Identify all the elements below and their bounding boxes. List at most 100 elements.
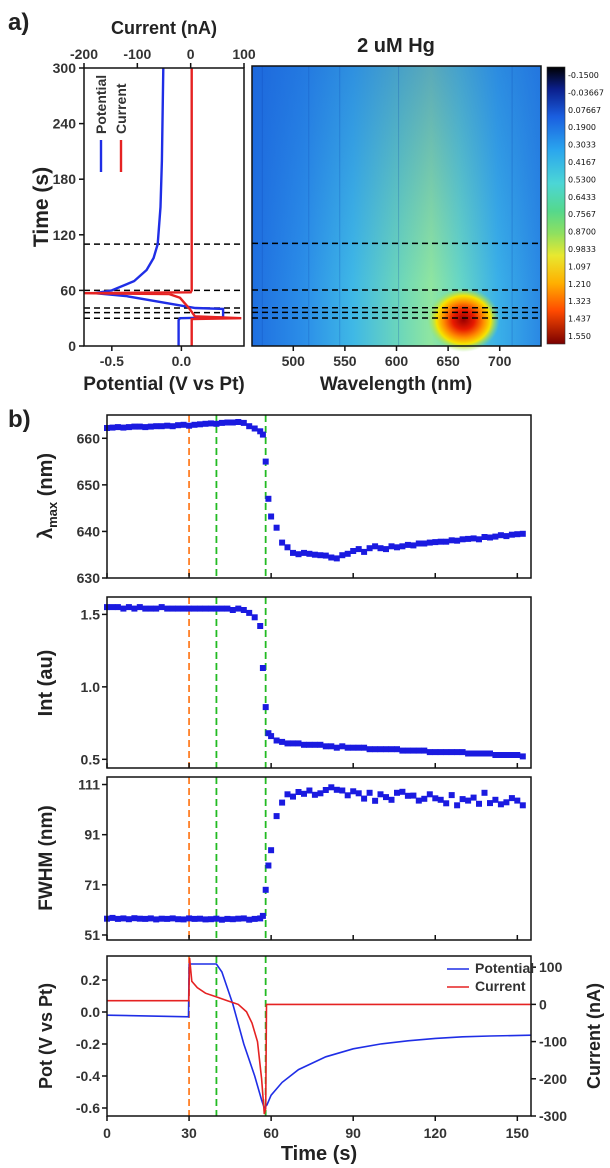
data-point bbox=[273, 737, 280, 744]
x-tick-label: 0.0 bbox=[172, 353, 192, 369]
data-point bbox=[470, 794, 477, 801]
legend-label-current: Current bbox=[475, 978, 526, 994]
data-point bbox=[492, 752, 499, 758]
data-point bbox=[218, 605, 225, 612]
axis-frame bbox=[106, 596, 532, 769]
data-point bbox=[437, 749, 444, 756]
legend-label-potential: Potential bbox=[475, 960, 534, 976]
data-point bbox=[355, 546, 362, 553]
y-tick-label: 0.2 bbox=[81, 972, 101, 988]
data-point bbox=[240, 915, 247, 922]
data-point bbox=[465, 535, 472, 542]
data-point bbox=[295, 551, 302, 558]
y-tick-label: 1.0 bbox=[81, 679, 101, 695]
data-point bbox=[246, 423, 253, 430]
data-point bbox=[459, 796, 466, 803]
data-point bbox=[322, 743, 329, 750]
y-tick-label: 0 bbox=[68, 338, 76, 354]
x2-tick-label: -200 bbox=[70, 46, 98, 62]
data-point bbox=[169, 605, 176, 612]
data-point bbox=[508, 795, 515, 802]
data-point bbox=[410, 792, 417, 799]
data-point bbox=[355, 790, 362, 797]
data-point bbox=[207, 420, 214, 427]
colorbar-label: 0.5300 bbox=[568, 175, 596, 184]
data-point bbox=[224, 915, 231, 922]
panel-label-b: b) bbox=[8, 406, 31, 433]
colorbar-label: 0.7567 bbox=[568, 210, 596, 219]
data-point bbox=[366, 789, 373, 796]
heatmap-shading bbox=[252, 66, 541, 346]
data-point bbox=[109, 424, 116, 431]
data-point bbox=[317, 552, 324, 559]
x-tick-label: 150 bbox=[506, 1125, 530, 1141]
data-point bbox=[344, 550, 351, 557]
y-tick-label: 650 bbox=[77, 477, 101, 493]
data-point bbox=[120, 424, 127, 431]
colorbar-label: 0.8700 bbox=[568, 228, 596, 237]
data-point bbox=[262, 704, 269, 711]
axis-frame bbox=[106, 955, 532, 1117]
data-point bbox=[383, 546, 389, 553]
data-point bbox=[180, 421, 187, 428]
data-point bbox=[164, 605, 171, 612]
data-point bbox=[388, 796, 395, 803]
data-point bbox=[202, 420, 209, 427]
data-point bbox=[235, 605, 242, 612]
axis-frame bbox=[106, 776, 532, 941]
data-point bbox=[432, 749, 439, 756]
data-point bbox=[421, 540, 428, 547]
data-point bbox=[366, 545, 373, 552]
data-point bbox=[301, 549, 307, 556]
data-point bbox=[432, 795, 439, 802]
data-point bbox=[147, 423, 154, 430]
data-point bbox=[136, 423, 143, 430]
data-point bbox=[388, 543, 395, 550]
data-point bbox=[142, 605, 149, 612]
x2-axis-label: Current (nA) bbox=[111, 18, 217, 38]
heatmap-hotspot bbox=[427, 287, 500, 352]
data-point bbox=[259, 431, 266, 438]
colorbar-label: 1.550 bbox=[568, 332, 591, 341]
data-point bbox=[410, 747, 417, 754]
y-axis-label: FWHM (nm) bbox=[36, 805, 57, 911]
y-tick-label: 120 bbox=[53, 227, 77, 243]
data-point bbox=[218, 916, 225, 923]
data-point bbox=[350, 744, 357, 751]
data-point bbox=[273, 524, 280, 531]
axis-frame bbox=[106, 414, 532, 579]
y-tick-label: -0.6 bbox=[76, 1100, 100, 1116]
data-point bbox=[421, 795, 428, 802]
data-point bbox=[459, 749, 466, 756]
data-point bbox=[448, 749, 455, 756]
x-tick-label: 600 bbox=[385, 353, 409, 369]
data-point bbox=[114, 424, 121, 431]
y-tick-label: 640 bbox=[77, 523, 101, 539]
y-tick-label: 111 bbox=[78, 777, 100, 793]
data-point bbox=[213, 915, 220, 922]
data-point bbox=[268, 513, 275, 520]
data-point bbox=[339, 552, 346, 559]
data-point bbox=[262, 886, 269, 893]
data-point bbox=[443, 538, 450, 545]
data-point bbox=[344, 744, 351, 751]
data-point bbox=[454, 749, 461, 756]
heatmap-title: 2 uM Hg bbox=[357, 35, 435, 57]
y-axis-label-subscript: max bbox=[45, 501, 60, 528]
data-point bbox=[197, 421, 203, 428]
data-point bbox=[377, 791, 384, 798]
data-point bbox=[394, 746, 400, 753]
x-tick-label: 60 bbox=[263, 1125, 279, 1141]
data-point bbox=[158, 604, 165, 611]
colorbar-label: -0.03667 bbox=[568, 88, 604, 97]
x-tick-label: -0.5 bbox=[100, 353, 124, 369]
data-point bbox=[497, 532, 504, 539]
data-point bbox=[229, 916, 236, 923]
data-point bbox=[514, 531, 521, 538]
axis-frame bbox=[83, 67, 245, 347]
data-point bbox=[120, 605, 127, 612]
data-point bbox=[470, 750, 477, 757]
y-tick-label: 300 bbox=[53, 60, 77, 76]
data-point bbox=[448, 537, 455, 544]
data-point bbox=[339, 743, 346, 750]
